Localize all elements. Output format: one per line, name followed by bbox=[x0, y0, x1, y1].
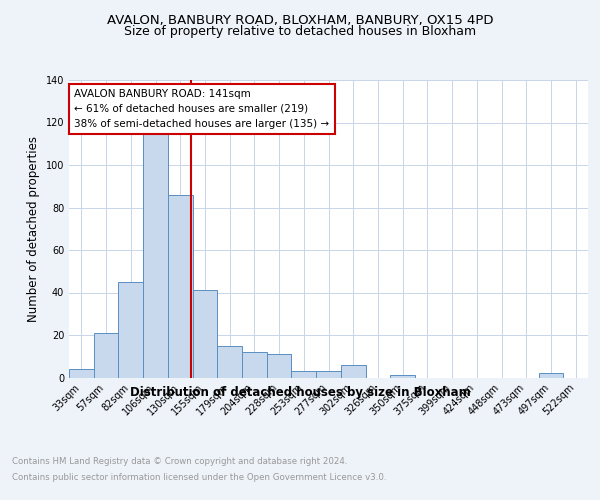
Bar bbox=[242, 352, 267, 378]
Bar bbox=[118, 282, 143, 378]
Bar bbox=[193, 290, 217, 378]
Text: Size of property relative to detached houses in Bloxham: Size of property relative to detached ho… bbox=[124, 25, 476, 38]
Text: AVALON BANBURY ROAD: 141sqm
← 61% of detached houses are smaller (219)
38% of se: AVALON BANBURY ROAD: 141sqm ← 61% of det… bbox=[74, 89, 329, 128]
Bar bbox=[267, 354, 292, 378]
Bar bbox=[316, 371, 341, 378]
Bar bbox=[94, 333, 118, 378]
Text: Contains HM Land Registry data © Crown copyright and database right 2024.: Contains HM Land Registry data © Crown c… bbox=[12, 458, 347, 466]
Bar bbox=[168, 194, 193, 378]
Y-axis label: Number of detached properties: Number of detached properties bbox=[27, 136, 40, 322]
Bar bbox=[341, 365, 365, 378]
Bar bbox=[69, 369, 94, 378]
Bar bbox=[143, 101, 168, 377]
Text: Contains public sector information licensed under the Open Government Licence v3: Contains public sector information licen… bbox=[12, 472, 386, 482]
Bar bbox=[217, 346, 242, 378]
Bar bbox=[539, 373, 563, 378]
Text: Distribution of detached houses by size in Bloxham: Distribution of detached houses by size … bbox=[130, 386, 470, 399]
Bar bbox=[292, 371, 316, 378]
Text: AVALON, BANBURY ROAD, BLOXHAM, BANBURY, OX15 4PD: AVALON, BANBURY ROAD, BLOXHAM, BANBURY, … bbox=[107, 14, 493, 27]
Bar bbox=[390, 376, 415, 378]
